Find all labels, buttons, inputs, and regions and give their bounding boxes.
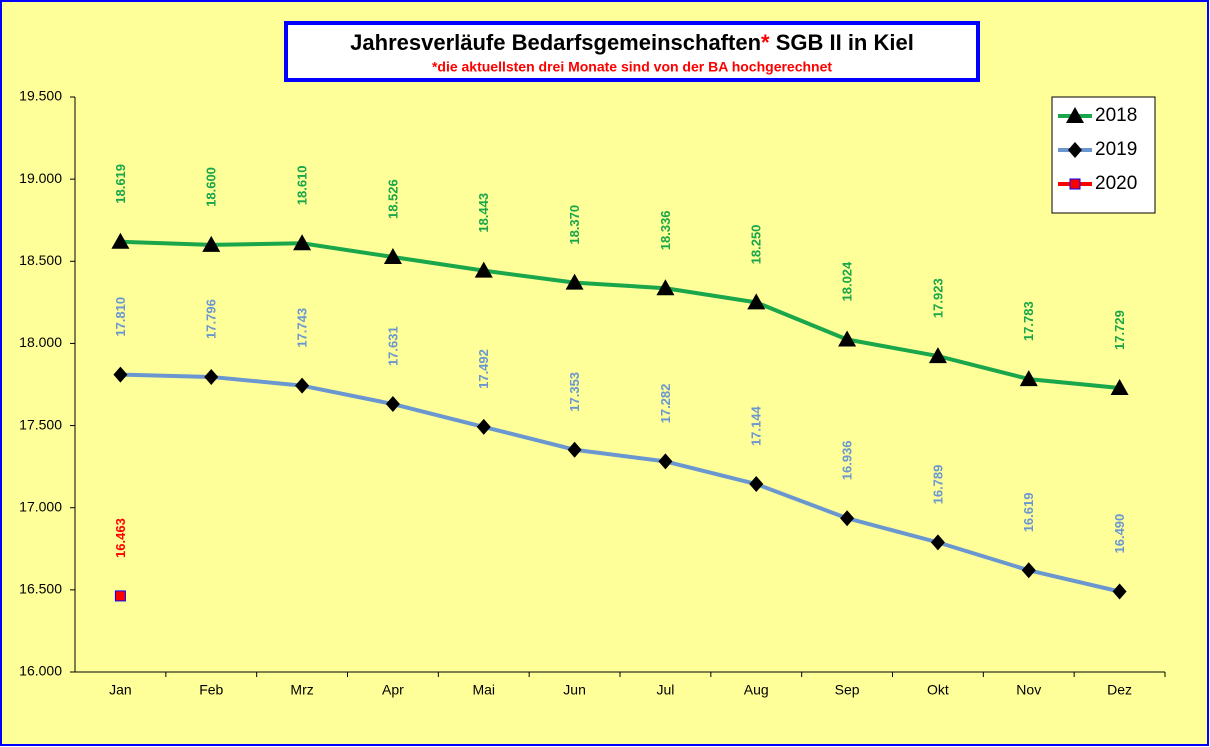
data-point <box>114 590 126 602</box>
legend-marker <box>1066 107 1084 123</box>
data-point <box>658 453 673 470</box>
legend-marker <box>1069 178 1081 190</box>
x-tick-label: Jun <box>563 682 586 698</box>
data-label: 17.923 <box>930 278 945 318</box>
x-tick-label: Okt <box>927 682 949 698</box>
legend-label: 2020 <box>1095 173 1137 194</box>
data-point <box>113 366 128 383</box>
chart-title: Jahresverläufe Bedarfsgemeinschaften* SG… <box>350 30 914 55</box>
data-point <box>747 293 766 310</box>
data-label: 18.600 <box>204 167 219 207</box>
x-tick-label: Jan <box>109 682 132 698</box>
title-suffix: SGB II in Kiel <box>770 30 914 55</box>
data-point <box>1112 583 1127 600</box>
data-point <box>476 418 491 435</box>
y-tick-label: 17.500 <box>19 416 62 432</box>
y-tick-label: 18.500 <box>19 252 62 268</box>
y-tick-label: 18.000 <box>19 334 62 350</box>
x-tick-label: Aug <box>744 682 769 698</box>
title-box <box>284 21 980 82</box>
x-tick-label: Feb <box>199 682 223 698</box>
data-point <box>838 330 857 347</box>
data-point <box>385 396 400 413</box>
data-label: 18.250 <box>749 225 764 265</box>
title-text: Jahresverläufe Bedarfsgemeinschaften <box>350 30 761 55</box>
y-tick-label: 19.500 <box>19 88 62 104</box>
data-label: 18.610 <box>295 165 310 205</box>
data-point <box>383 248 402 265</box>
data-point <box>565 273 584 290</box>
y-tick-label: 16.500 <box>19 581 62 597</box>
data-label: 18.024 <box>840 261 855 302</box>
title-marker: * <box>761 30 770 55</box>
data-label: 16.619 <box>1021 493 1036 533</box>
data-label: 16.490 <box>1112 514 1127 554</box>
x-tick-label: Nov <box>1016 682 1041 698</box>
x-tick-label: Dez <box>1107 682 1132 698</box>
x-tick-label: Mrz <box>290 682 313 698</box>
data-point <box>930 534 945 551</box>
data-point <box>840 510 855 527</box>
data-point <box>204 368 219 385</box>
data-label: 17.492 <box>476 349 491 389</box>
data-label: 17.353 <box>567 372 582 412</box>
data-point <box>1021 562 1036 579</box>
data-label: 17.144 <box>749 406 764 447</box>
legend-label: 2018 <box>1095 105 1137 126</box>
x-tick-label: Sep <box>835 682 860 698</box>
data-point <box>928 347 947 364</box>
data-point <box>295 377 310 394</box>
data-point <box>1019 370 1038 387</box>
data-label: 16.936 <box>840 440 855 480</box>
y-tick-label: 19.000 <box>19 170 62 186</box>
data-point <box>567 441 582 458</box>
x-tick-label: Apr <box>382 682 404 698</box>
data-label: 17.810 <box>113 297 128 337</box>
data-label: 17.796 <box>204 299 219 339</box>
y-tick-label: 17.000 <box>19 498 62 514</box>
data-label: 18.619 <box>113 164 128 204</box>
data-point <box>656 279 675 296</box>
data-label: 16.463 <box>113 518 128 558</box>
data-point <box>474 261 493 278</box>
x-tick-label: Jul <box>656 682 674 698</box>
data-label: 18.443 <box>476 193 491 233</box>
y-tick-label: 16.000 <box>19 663 62 679</box>
data-point <box>749 476 764 493</box>
data-point <box>111 232 130 249</box>
data-point <box>202 235 221 252</box>
data-label: 17.631 <box>385 326 400 366</box>
series-line <box>120 372 1121 594</box>
data-label: 17.282 <box>658 384 673 424</box>
legend-marker <box>1068 142 1082 158</box>
data-label: 17.783 <box>1021 301 1036 341</box>
data-point <box>1110 378 1129 395</box>
data-label: 18.336 <box>658 210 673 250</box>
legend-label: 2019 <box>1095 139 1137 160</box>
data-label: 17.729 <box>1112 310 1127 350</box>
chart-subtitle: *die aktuellsten drei Monate sind von de… <box>432 59 832 75</box>
data-label: 18.370 <box>567 205 582 245</box>
data-label: 17.743 <box>295 308 310 348</box>
x-tick-label: Mai <box>472 682 495 698</box>
data-label: 18.526 <box>385 179 400 219</box>
data-point <box>293 234 312 251</box>
series-line <box>120 239 1120 390</box>
data-label: 16.789 <box>930 465 945 505</box>
